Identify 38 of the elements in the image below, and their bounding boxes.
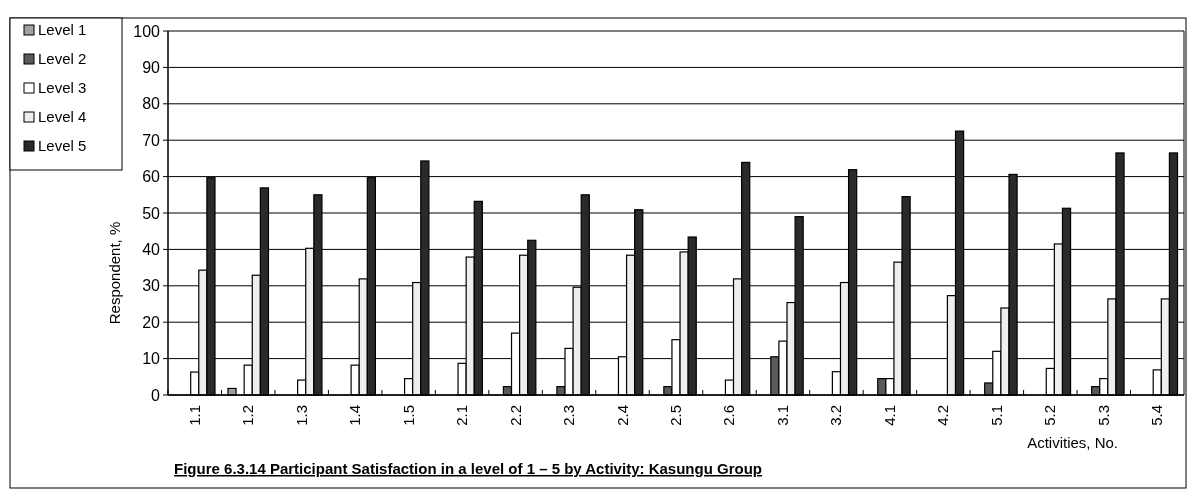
legend-label: Level 2 [38, 50, 87, 67]
x-tick-label: 1.3 [292, 405, 310, 426]
legend-label: Level 5 [38, 137, 87, 154]
x-tick-label: 2.5 [667, 405, 684, 426]
y-tick-label: 90 [142, 59, 161, 76]
y-tick-label: 10 [142, 350, 161, 368]
x-axis-title: Activities, No. [1027, 434, 1118, 451]
x-tick-label: 5.2 [1041, 405, 1059, 426]
y-tick-label: 60 [142, 168, 161, 186]
x-tick-label: 2.6 [720, 405, 738, 426]
y-tick-label: 0 [151, 386, 161, 404]
y-tick-label: 30 [142, 277, 161, 295]
x-tick-label: 5.4 [1148, 405, 1166, 426]
y-tick-label: 70 [142, 131, 161, 149]
y-axis-title: Respondent, % [106, 221, 123, 325]
y-tick-label: 40 [142, 241, 161, 258]
x-tick-label: 2.4 [613, 405, 631, 426]
x-tick-label: 2.3 [560, 405, 578, 426]
x-tick-label: 4.2 [934, 405, 952, 426]
y-tick-label: 20 [142, 313, 161, 331]
y-tick-label: 50 [142, 204, 161, 222]
x-tick-label: 2.1 [453, 405, 471, 426]
x-tick-label: 2.2 [506, 405, 524, 426]
text: Figure 6.3.14 Participant Satisfaction in a level of 1 – 5 by Activity: Kasungu Group [174, 460, 762, 477]
x-tick-label: 5.1 [987, 405, 1005, 426]
legend-label: Level 4 [38, 108, 87, 125]
x-tick-label: 1.4 [346, 405, 364, 426]
x-tick-label: 1.1 [185, 405, 203, 426]
x-tick-label: 5.3 [1094, 405, 1112, 426]
x-tick-label: 1.2 [239, 405, 257, 426]
x-tick-label: 4.1 [880, 405, 898, 426]
y-tick-label: 100 [133, 22, 161, 40]
y-tick-label: 80 [142, 95, 161, 113]
x-tick-label: 3.2 [827, 405, 845, 426]
legend-label: Level 3 [38, 79, 87, 96]
legend-label: Level 1 [38, 21, 87, 38]
x-tick-label: 1.5 [399, 405, 417, 426]
x-tick-label: 3.1 [773, 405, 791, 426]
